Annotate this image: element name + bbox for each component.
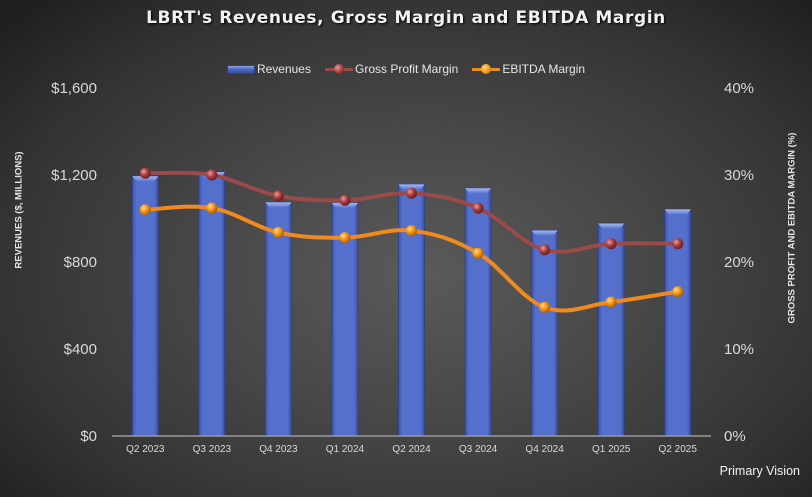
bar	[198, 171, 226, 437]
legend-swatch-gross-profit-margin	[324, 63, 353, 75]
legend-item-revenues: Revenues	[226, 62, 311, 76]
bar	[464, 187, 492, 437]
marker-ebitda-margin	[472, 247, 484, 259]
y-tick-label: $800	[63, 254, 97, 271]
bar-body	[464, 187, 492, 437]
marker-ebitda-margin	[539, 301, 551, 313]
marker-ebitda-margin	[272, 226, 284, 238]
x-tick-label: Q2 2024	[392, 444, 431, 455]
marker-gross-profit-margin	[272, 190, 284, 202]
bar	[264, 202, 292, 437]
bar-bevel	[398, 184, 425, 190]
y2-tick-label: 40%	[724, 80, 755, 97]
bar-body	[398, 183, 425, 437]
bar-bevel	[664, 209, 691, 215]
marker-ebitda-margin	[139, 204, 151, 216]
bar	[597, 223, 625, 437]
legend-label-gross-profit-margin: Gross Profit Margin	[354, 62, 459, 76]
marker-ebitda-margin	[406, 225, 417, 237]
legend: Revenues Gross Profit Margin EBITDA Marg…	[0, 62, 812, 76]
bar-body	[531, 230, 559, 437]
marker-ebitda-margin	[206, 202, 218, 214]
marker-gross-profit-margin	[139, 167, 151, 179]
y-tick-label: $0	[80, 428, 97, 445]
marker-gross-profit-margin	[605, 238, 617, 250]
bar-bevel	[531, 230, 558, 236]
bar	[398, 183, 425, 437]
x-tick-label: Q4 2023	[259, 444, 298, 455]
chart-title: LBRT's Revenues, Gross Margin and EBITDA…	[146, 8, 666, 28]
y-tick-label: $1,200	[51, 167, 97, 184]
bar-bevel	[132, 176, 159, 182]
legend-label-ebitda-margin: EBITDA Margin	[502, 62, 586, 76]
legend-swatch-ebitda-margin	[472, 63, 501, 75]
legend-item-ebitda-margin: EBITDA Margin	[472, 62, 585, 76]
marker-gross-profit-margin	[672, 238, 684, 250]
marker-ebitda-margin	[605, 296, 617, 308]
marker-ebitda-margin	[672, 286, 684, 298]
marker-gross-profit-margin	[206, 169, 218, 181]
bar-bevel	[598, 223, 625, 229]
x-tick-label: Q3 2024	[458, 444, 498, 455]
bar-body	[198, 171, 226, 437]
y2-tick-label: 20%	[724, 254, 755, 271]
bar-bevel	[265, 202, 292, 208]
bar-body	[597, 223, 625, 437]
bar-bevel	[465, 188, 492, 194]
x-tick-label: Q1 2025	[591, 444, 631, 455]
source-label: Primary Vision	[719, 464, 800, 478]
marker-ebitda-margin	[339, 232, 351, 244]
y-tick-label: $1,600	[51, 80, 97, 97]
y-tick-label: $400	[63, 341, 97, 358]
bars-revenues	[131, 171, 692, 437]
x-tick-label: Q2 2025	[658, 444, 697, 455]
x-tick-label: Q2 2023	[126, 444, 165, 455]
x-tick-label: Q1 2024	[325, 444, 365, 455]
bar	[531, 230, 559, 437]
x-tick-label: Q3 2023	[192, 444, 232, 455]
marker-gross-profit-margin	[472, 202, 484, 214]
legend-label-revenues: Revenues	[256, 62, 311, 76]
y2-tick-label: 30%	[724, 167, 755, 184]
marker-gross-profit-margin	[539, 244, 551, 256]
x-tick-label: Q4 2024	[525, 444, 564, 455]
marker-gross-profit-margin	[406, 187, 417, 199]
y2-tick-label: 10%	[724, 341, 755, 358]
legend-swatch-revenues	[226, 64, 255, 74]
marker-gross-profit-margin	[339, 194, 351, 206]
legend-item-gross-profit-margin: Gross Profit Margin	[324, 62, 459, 76]
y2-tick-label: 0%	[724, 428, 746, 445]
